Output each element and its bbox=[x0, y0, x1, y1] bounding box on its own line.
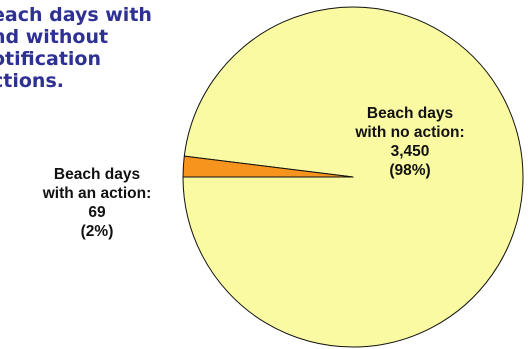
slice-label-line: with an action: bbox=[42, 185, 152, 202]
slice-value: 3,450 bbox=[390, 143, 430, 160]
pie-slice-action bbox=[182, 155, 354, 178]
chart-title: each days with nd without otification ct… bbox=[0, 4, 152, 92]
chart-title-line: otification bbox=[0, 48, 101, 70]
chart-title-line: each days with bbox=[0, 4, 152, 26]
slice-percent: (2%) bbox=[80, 223, 114, 240]
slice-label-line: Beach days bbox=[53, 166, 141, 183]
chart-title-line: ctions. bbox=[0, 70, 64, 92]
slice-label-no-action: Beach days with no action: 3,450 (98%) bbox=[335, 104, 485, 180]
slice-label-action: Beach days with an action: 69 (2%) bbox=[22, 165, 172, 241]
slice-label-line: with no action: bbox=[355, 124, 465, 141]
slice-label-line: Beach days bbox=[366, 105, 454, 122]
slice-percent: (98%) bbox=[389, 162, 431, 179]
slice-value: 69 bbox=[88, 204, 106, 221]
chart-title-line: nd without bbox=[0, 26, 109, 48]
